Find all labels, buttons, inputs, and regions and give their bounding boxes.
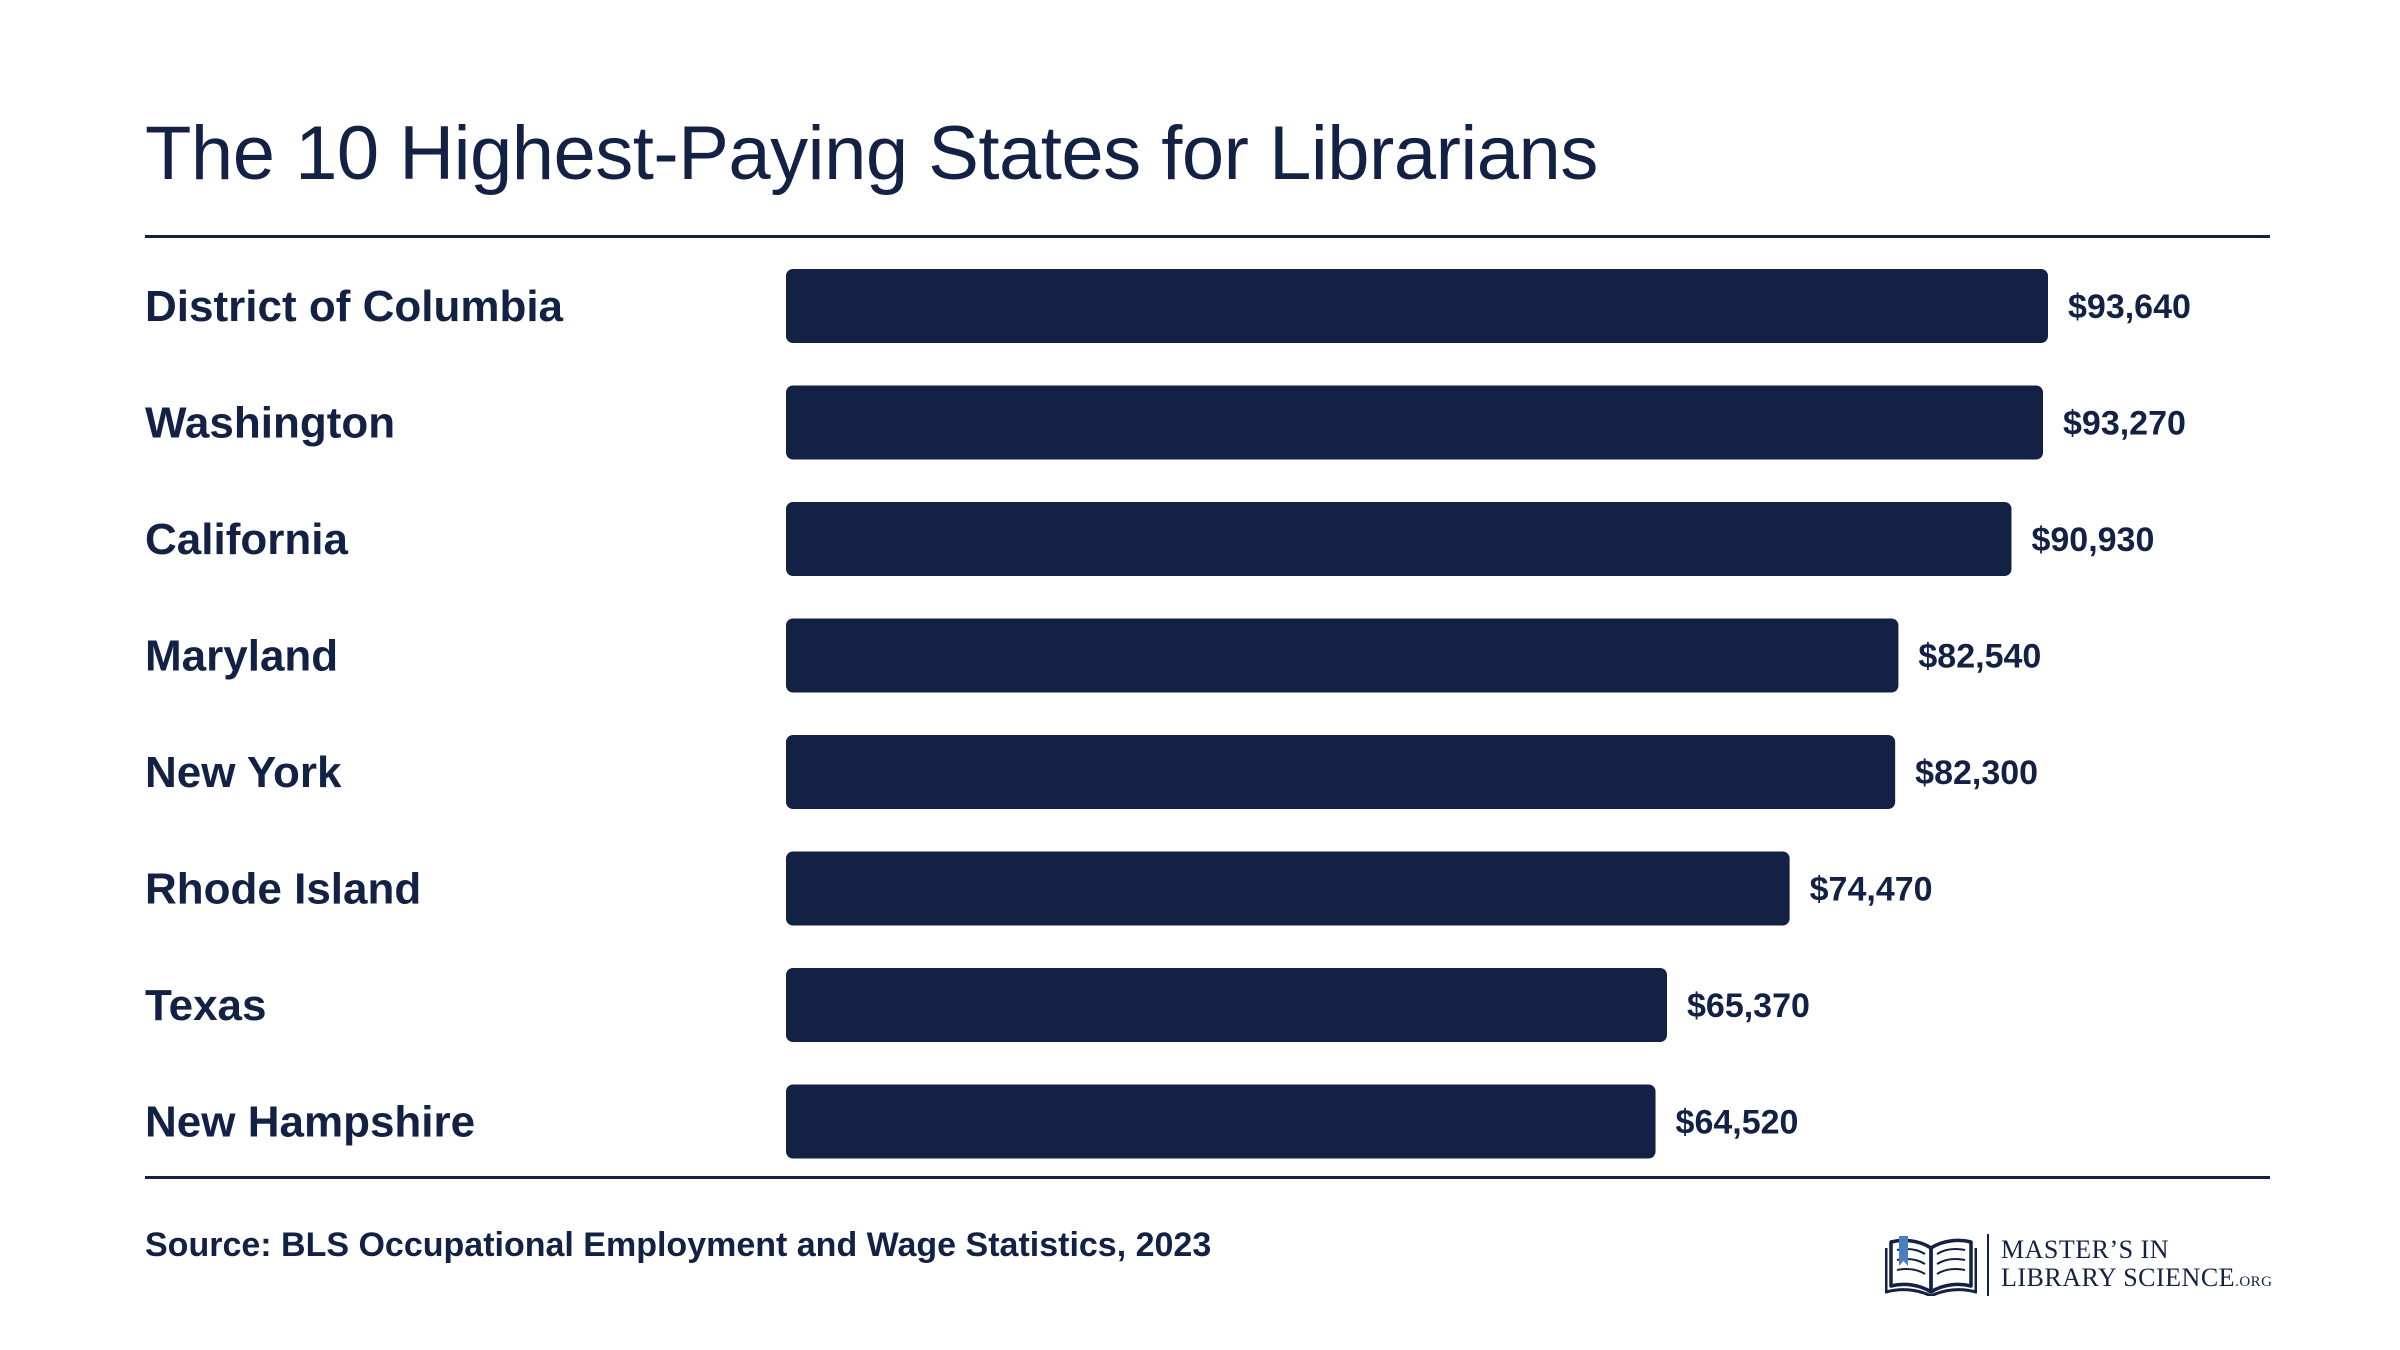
open-book-icon	[1885, 1236, 1977, 1296]
bar-maryland	[786, 618, 1899, 693]
brand-line-2: LIBRARY SCIENCE	[2001, 1263, 2236, 1292]
value-label-texas: $65,370	[1687, 987, 1810, 1025]
category-label-texas: Texas	[145, 981, 267, 1030]
bottom-divider	[145, 1176, 2270, 1179]
bar-new-york	[786, 735, 1896, 809]
category-label-new-york: New York	[145, 748, 342, 797]
bar-california	[786, 502, 2012, 576]
bar-district-of-columbia	[786, 269, 2048, 343]
value-label-rhode-island: $74,470	[1810, 871, 1933, 909]
bar-texas	[786, 968, 1668, 1042]
brand-line-1: MASTER’S IN	[2001, 1235, 2170, 1264]
value-label-california: $90,930	[2031, 521, 2154, 559]
brand-divider	[1987, 1234, 1989, 1296]
source-note: Source: BLS Occupational Employment and …	[145, 1226, 1212, 1264]
value-label-new-york: $82,300	[1915, 754, 2038, 792]
brand-wordmark: MASTER’S IN LIBRARY SCIENCE.ORG	[2001, 1236, 2272, 1296]
brand-logo[interactable]: MASTER’S IN LIBRARY SCIENCE.ORG	[1885, 1232, 2272, 1298]
category-label-new-hampshire: New Hampshire	[145, 1098, 475, 1147]
value-label-maryland: $82,540	[1918, 638, 2041, 676]
value-label-new-hampshire: $64,520	[1676, 1104, 1799, 1142]
value-label-district-of-columbia: $93,640	[2068, 288, 2191, 326]
category-label-washington: Washington	[145, 399, 395, 448]
value-label-washington: $93,270	[2063, 405, 2186, 443]
bar-new-hampshire	[786, 1084, 1656, 1159]
category-label-maryland: Maryland	[145, 632, 338, 681]
category-label-rhode-island: Rhode Island	[145, 865, 421, 914]
brand-suffix: .ORG	[2235, 1274, 2273, 1290]
bar-rhode-island	[786, 851, 1790, 926]
chart-title: The 10 Highest-Paying States for Librari…	[145, 111, 1598, 196]
top-divider	[145, 235, 2270, 238]
bar-washington	[786, 385, 2044, 460]
category-label-district-of-columbia: District of Columbia	[145, 282, 564, 331]
category-label-california: California	[145, 515, 348, 564]
